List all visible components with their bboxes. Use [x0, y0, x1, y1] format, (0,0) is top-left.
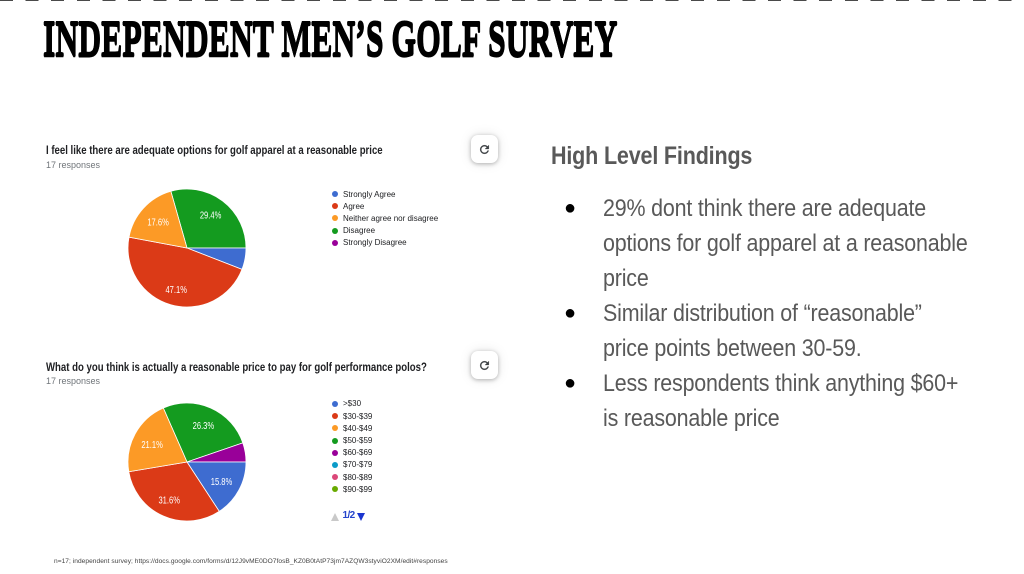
- svg-text:26.3%: 26.3%: [193, 420, 215, 431]
- svg-text:47.1%: 47.1%: [165, 285, 187, 296]
- svg-text:15.8%: 15.8%: [211, 477, 233, 488]
- svg-text:17.6%: 17.6%: [147, 217, 169, 228]
- svg-text:31.6%: 31.6%: [158, 495, 180, 506]
- svg-text:29.4%: 29.4%: [200, 211, 222, 222]
- svg-text:21.1%: 21.1%: [141, 439, 163, 450]
